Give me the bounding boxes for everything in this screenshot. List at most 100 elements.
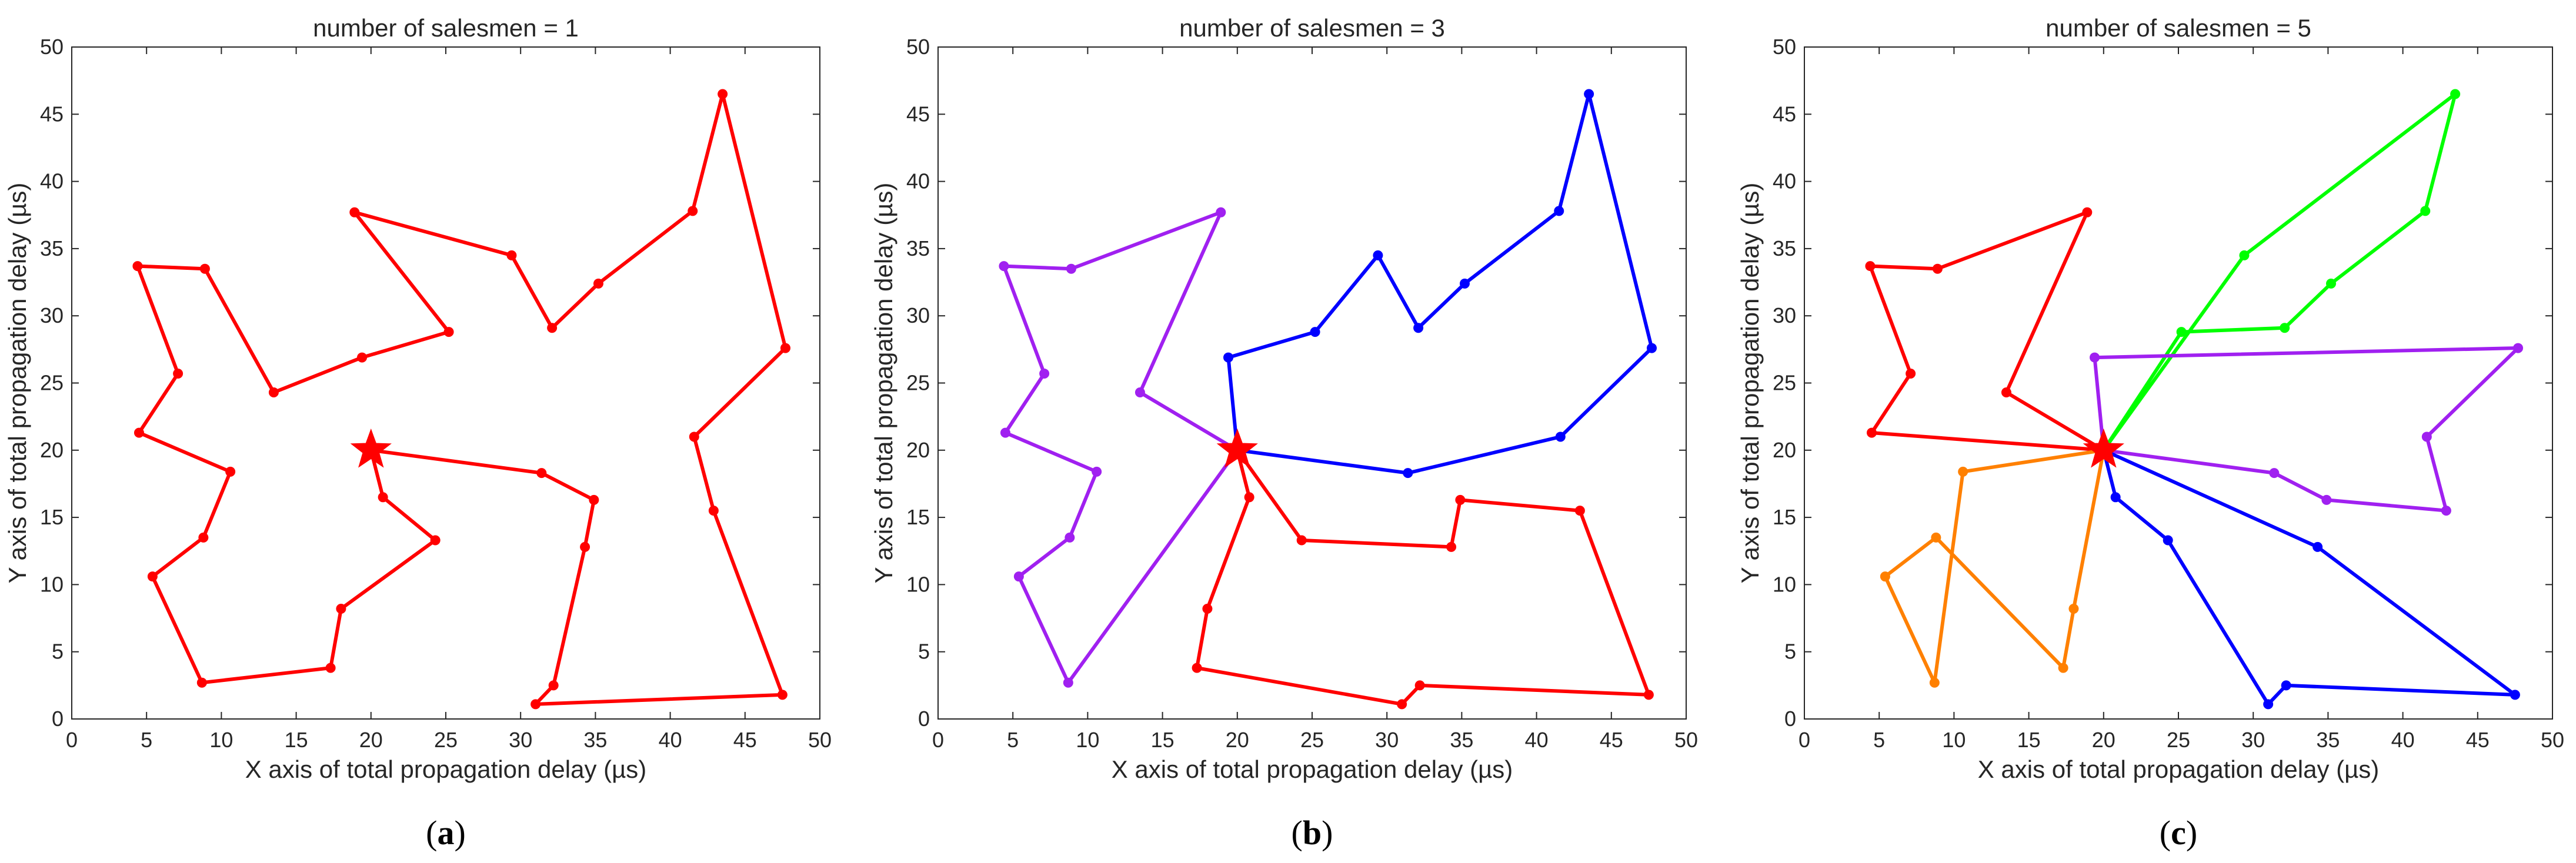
y-tick-label: 20 <box>40 438 64 462</box>
route-point <box>1880 571 1890 582</box>
route-line-4 <box>2101 448 2517 706</box>
x-tick-label: 45 <box>1600 728 1623 752</box>
caption-open-paren: ( <box>1292 814 1303 852</box>
route-point <box>2421 432 2432 442</box>
route-point <box>2512 343 2523 353</box>
route-point <box>689 432 699 442</box>
x-tick-label: 35 <box>2316 728 2340 752</box>
route-point <box>2450 89 2461 99</box>
x-tick-label: 10 <box>209 728 233 752</box>
route-point <box>199 263 210 274</box>
y-tick-label: 15 <box>1773 505 1796 529</box>
route-point <box>2510 690 2520 700</box>
x-tick-label: 45 <box>733 728 757 752</box>
route-line-1 <box>1226 92 1654 475</box>
route-line-1 <box>2101 92 2457 452</box>
route-point <box>780 343 790 353</box>
route-point <box>589 494 599 505</box>
route-point <box>1555 432 1566 442</box>
y-tick-label: 10 <box>40 572 64 596</box>
route-point <box>443 327 454 337</box>
route-point <box>1134 387 1145 398</box>
route-point <box>580 541 590 552</box>
y-tick-label: 40 <box>906 169 930 193</box>
y-axis-label: Y axis of total propagation delay (µs) <box>4 183 31 584</box>
x-tick-label: 10 <box>1076 728 1099 752</box>
route-point <box>1039 368 1050 379</box>
route-point <box>1296 535 1307 546</box>
x-tick-label: 0 <box>66 728 78 752</box>
y-axis-label: Y axis of total propagation delay (µs) <box>870 183 897 584</box>
route-point <box>198 532 209 543</box>
y-tick-label: 10 <box>906 572 930 596</box>
y-tick-label: 35 <box>906 236 930 260</box>
x-tick-label: 20 <box>1226 728 1249 752</box>
y-tick-label: 25 <box>40 371 64 395</box>
route-point <box>2280 323 2290 333</box>
route-point <box>1066 263 1076 274</box>
route-point <box>708 506 719 516</box>
route-point <box>2163 535 2173 546</box>
x-tick-label: 50 <box>2541 728 2564 752</box>
y-tick-label: 35 <box>40 236 64 260</box>
x-tick-label: 15 <box>1151 728 1174 752</box>
y-tick-label: 10 <box>1773 572 1796 596</box>
route-point <box>430 535 441 546</box>
route-point <box>1929 677 1940 688</box>
x-tick-label: 10 <box>1942 728 1966 752</box>
caption-open-paren: ( <box>2160 814 2171 852</box>
route-point <box>2281 680 2291 691</box>
x-tick-label: 25 <box>434 728 458 752</box>
route-point <box>1866 427 1877 438</box>
chart-panel-2: 0 5 10 15 20 25 30 35 40 45 50 0 5 10 15 20 25 30 35 40 45 50… <box>870 14 1698 852</box>
y-tick-label: 20 <box>906 438 930 462</box>
route-point <box>1192 663 1202 673</box>
y-tick-label: 25 <box>906 371 930 395</box>
y-tick-label: 30 <box>40 303 64 327</box>
y-tick-label: 5 <box>918 640 930 664</box>
route-line-2 <box>1002 210 1239 685</box>
route-point <box>1865 261 1876 272</box>
y-tick-label: 50 <box>1773 35 1796 59</box>
y-tick-label: 0 <box>52 707 64 731</box>
route-point <box>2321 494 2332 505</box>
caption-letter: a <box>438 814 455 852</box>
y-tick-label: 15 <box>906 505 930 529</box>
route-point <box>349 207 360 218</box>
route-point <box>2176 327 2187 337</box>
caption-open-paren: ( <box>426 814 437 852</box>
y-tick-label: 5 <box>1784 640 1796 664</box>
route-point <box>1414 680 1425 691</box>
x-tick-label: 35 <box>1450 728 1473 752</box>
route-point <box>357 352 368 363</box>
route-point <box>1413 323 1424 333</box>
route-point <box>2269 468 2280 479</box>
route-point <box>1643 690 1654 700</box>
route-point <box>268 387 279 398</box>
route-point <box>2239 250 2250 260</box>
x-tick-label: 50 <box>808 728 832 752</box>
plot-area <box>937 46 1687 720</box>
caption-close-paren: ) <box>455 814 466 852</box>
y-tick-label: 0 <box>918 707 930 731</box>
y-tick-label: 20 <box>1773 438 1796 462</box>
route-point <box>530 699 541 710</box>
route-point <box>1459 278 1470 289</box>
caption-letter: b <box>1303 814 1322 852</box>
route-point <box>718 89 728 99</box>
plot-area <box>71 46 820 720</box>
y-tick-label: 45 <box>906 102 930 126</box>
x-tick-label: 30 <box>509 728 532 752</box>
route-point <box>688 206 698 216</box>
x-tick-label: 40 <box>2391 728 2415 752</box>
x-tick-label: 15 <box>2017 728 2041 752</box>
route-point <box>1000 427 1010 438</box>
depot-star-marker <box>350 428 392 468</box>
x-tick-label: 50 <box>1674 728 1698 752</box>
caption-close-paren: ) <box>1322 814 1333 852</box>
y-tick-label: 35 <box>1773 236 1796 260</box>
x-axis-label: X axis of total propagation delay (µs) <box>245 755 647 783</box>
x-tick-label: 0 <box>932 728 944 752</box>
y-tick-label: 30 <box>906 303 930 327</box>
route-point <box>2313 541 2323 552</box>
